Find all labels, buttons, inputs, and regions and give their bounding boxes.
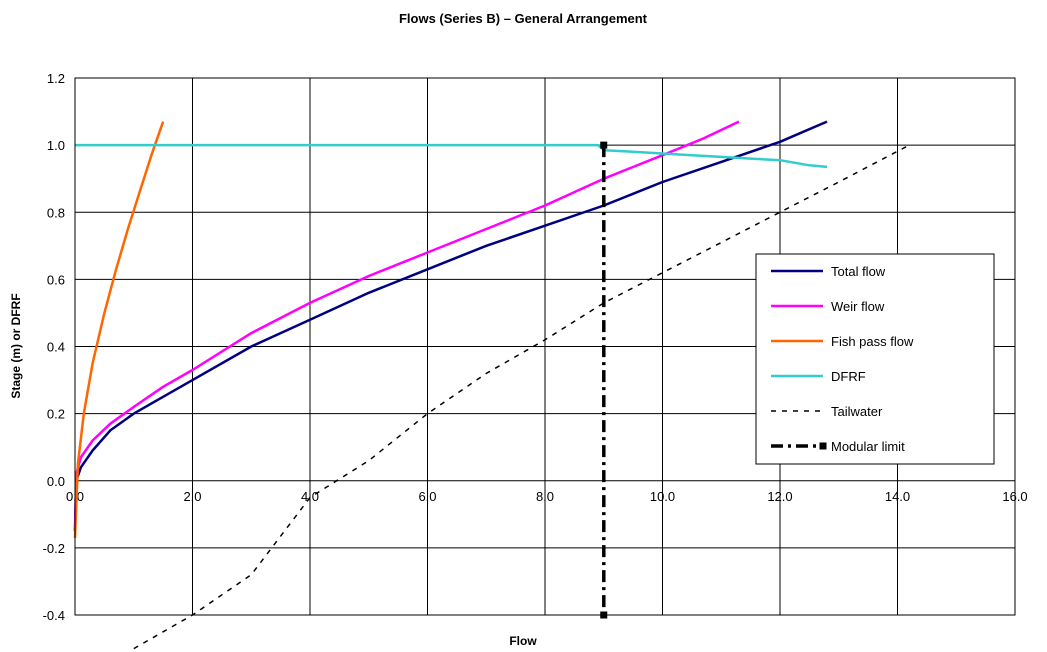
y-tick-label: 0.8 <box>47 205 65 220</box>
series-line-4 <box>133 144 910 650</box>
series-line-2 <box>73 121 165 538</box>
x-axis-label: Flow <box>509 634 537 648</box>
y-tick-label: 0.2 <box>47 407 65 422</box>
legend-box <box>755 253 995 465</box>
y-tick-label: 1.0 <box>47 138 65 153</box>
x-tick-label: 6.0 <box>418 489 436 504</box>
y-tick-label: 0.6 <box>47 272 65 287</box>
y-axis-label: Stage (m) or DFRF <box>9 293 23 398</box>
legend-swatch-marker <box>819 442 827 450</box>
legend-entry-label: Tailwater <box>831 404 883 419</box>
x-tick-label: 12.0 <box>767 489 792 504</box>
series-lines <box>73 120 910 650</box>
series-line-0 <box>73 120 828 532</box>
series-line-3 <box>75 143 828 169</box>
legend: Total flow Weir flow Fish pass flow DFRF Tai… <box>755 253 995 465</box>
legend-entry-label: DFRF <box>831 369 866 384</box>
y-tick-label: 1.2 <box>47 71 65 86</box>
x-tick-label: 8.0 <box>536 489 554 504</box>
tick-labels: 0.0 2.0 4.0 6.0 8.0 10.0 12.0 14.0 16.0-0.4-0.20… <box>43 71 1028 623</box>
legend-entry-label: Total flow <box>831 264 886 279</box>
chart-title: Flows (Series B) – General Arrangement <box>399 11 648 26</box>
modular-limit-marker <box>600 141 608 149</box>
x-tick-label: 14.0 <box>885 489 910 504</box>
x-tick-label: 4.0 <box>301 489 319 504</box>
legend-entry-label: Weir flow <box>831 299 885 314</box>
y-tick-label: 0.0 <box>47 474 65 489</box>
series-line-1 <box>73 120 740 532</box>
x-tick-label: 2.0 <box>183 489 201 504</box>
legend-entry-label: Fish pass flow <box>831 334 914 349</box>
y-tick-label: -0.2 <box>43 541 65 556</box>
x-tick-label: 10.0 <box>650 489 675 504</box>
plot-area-border <box>74 77 1016 616</box>
legend-entry-label: Modular limit <box>831 439 905 454</box>
y-tick-label: -0.4 <box>43 608 65 623</box>
y-tick-label: 0.4 <box>47 340 65 355</box>
